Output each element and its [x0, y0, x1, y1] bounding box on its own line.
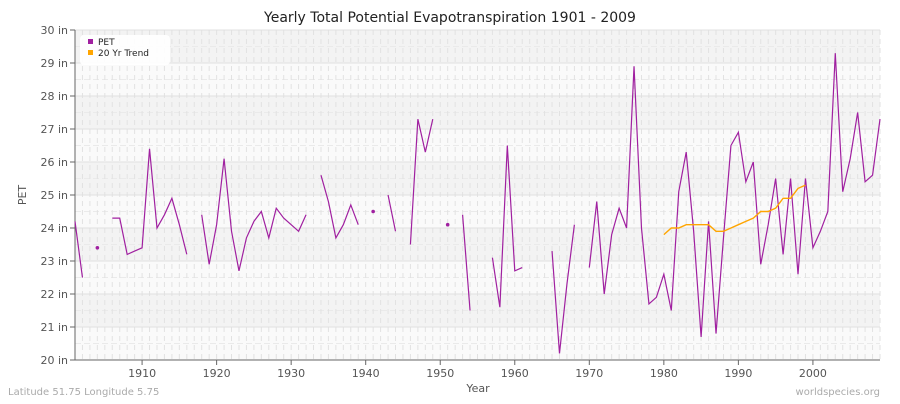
pet-line — [320, 175, 359, 240]
chart-title: Yearly Total Potential Evapotranspiratio… — [263, 10, 636, 26]
pet-line — [387, 194, 397, 232]
y-tick-label: 29 in — [40, 57, 68, 70]
legend-swatch — [88, 39, 93, 44]
pet-line — [409, 118, 434, 245]
y-tick-label: 26 in — [40, 156, 68, 169]
y-axis-label: PET — [16, 185, 29, 206]
x-tick-label: 1960 — [501, 367, 529, 380]
x-tick-label: 1910 — [128, 367, 156, 380]
pet-line — [461, 214, 471, 311]
y-tick-label: 24 in — [40, 222, 68, 235]
pet-line — [112, 148, 188, 256]
y-tick-label: 25 in — [40, 189, 68, 202]
x-axis-label: Year — [465, 382, 490, 395]
legend-swatch — [88, 50, 93, 55]
y-tick-label: 20 in — [40, 354, 68, 367]
y-tick-label: 28 in — [40, 90, 68, 103]
y-tick-label: 27 in — [40, 123, 68, 136]
pet-line — [588, 53, 881, 337]
x-tick-label: 1920 — [203, 367, 231, 380]
legend-label: PET — [98, 38, 115, 48]
x-tick-label: 2000 — [799, 367, 827, 380]
legend-box — [80, 35, 170, 65]
footer-source: worldspecies.org — [796, 387, 880, 398]
footer-location: Latitude 51.75 Longitude 5.75 — [8, 387, 159, 398]
x-tick-label: 1970 — [575, 367, 603, 380]
legend-label: 20 Yr Trend — [98, 49, 149, 59]
pet-line — [201, 158, 307, 272]
pet-line — [491, 145, 523, 308]
x-tick-label: 1940 — [352, 367, 380, 380]
pet-point — [371, 209, 375, 214]
y-tick-label: 22 in — [40, 288, 68, 301]
x-tick-label: 1950 — [426, 367, 454, 380]
y-tick-label: 30 in — [40, 24, 68, 37]
y-tick-label: 23 in — [40, 255, 68, 268]
pet-point — [445, 222, 450, 227]
x-tick-label: 1930 — [277, 367, 305, 380]
y-tick-label: 21 in — [40, 321, 68, 334]
x-tick-label: 1980 — [650, 367, 678, 380]
20-yr-trend-line — [663, 184, 806, 236]
pet-line — [551, 224, 575, 354]
x-tick-label: 1990 — [724, 367, 752, 380]
pet-line — [74, 221, 84, 278]
pet-point — [95, 246, 100, 250]
